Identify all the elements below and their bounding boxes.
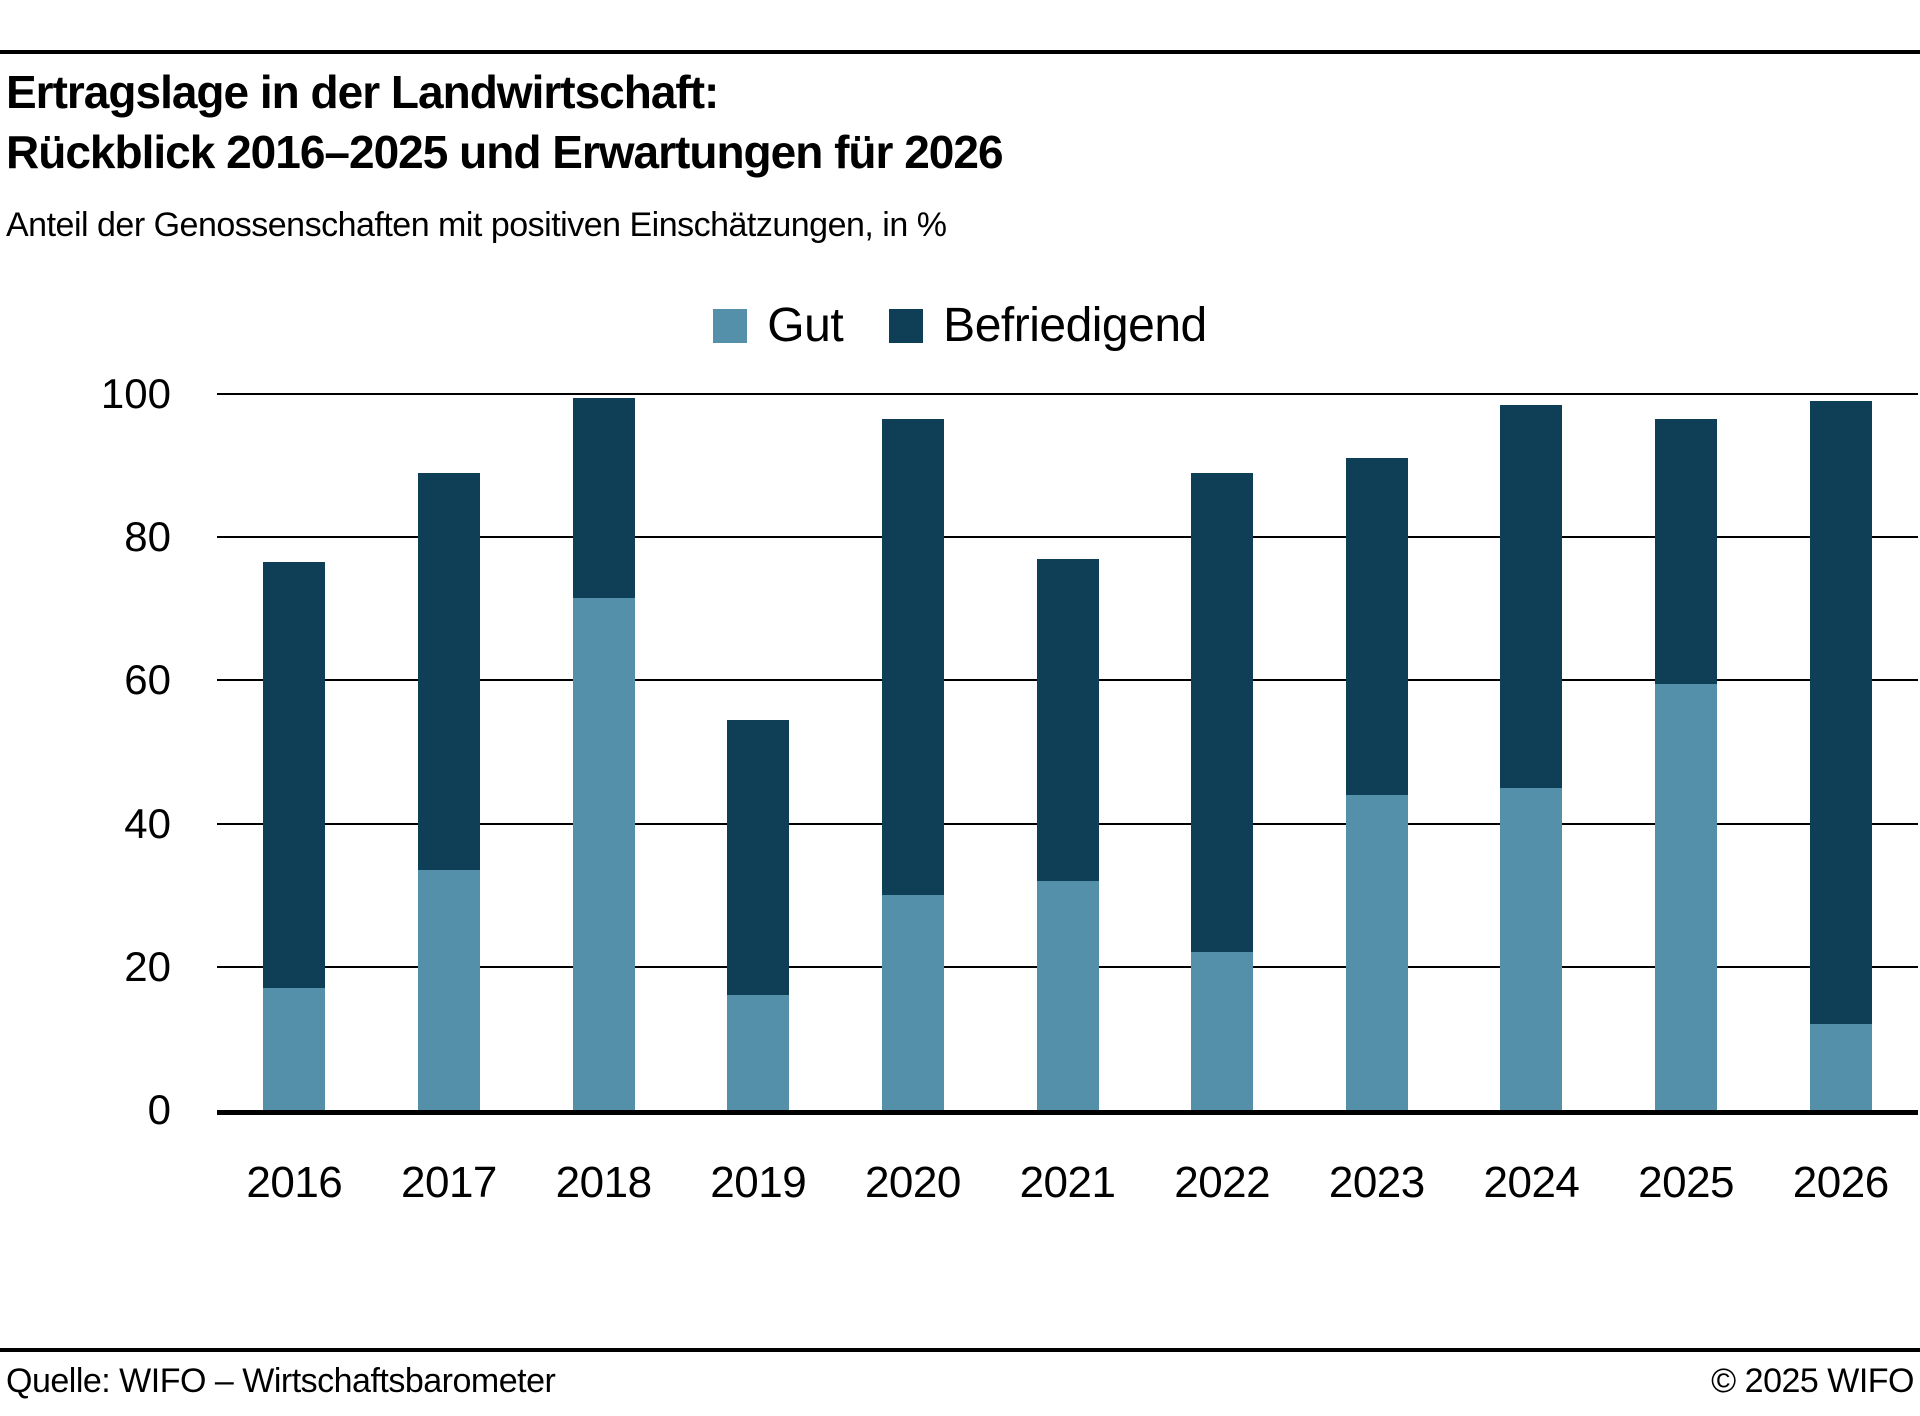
y-tick-label-80: 80 (124, 513, 171, 561)
bar-segment-gut-2024 (1500, 787, 1563, 1110)
x-tick-label-2020: 2020 (864, 1158, 961, 1207)
x-tick-label-2026: 2026 (1792, 1158, 1889, 1207)
stacked-bar-2022 (1191, 394, 1254, 1110)
bar-segment-gut-2021 (1036, 880, 1099, 1110)
legend-swatch-gut (713, 308, 748, 343)
bar-column-2025 (1609, 394, 1764, 1110)
bar-segment-befriedigend-2019 (727, 719, 790, 996)
footer-copyright: © 2025 WIFO (1711, 1362, 1914, 1400)
bar-segment-gut-2017 (417, 870, 480, 1110)
bar-column-2023 (1299, 394, 1454, 1110)
bar-column-2018 (526, 394, 681, 1110)
y-tick-label-60: 60 (124, 656, 171, 704)
bar-column-2020 (836, 394, 991, 1110)
bar-segment-gut-2026 (1809, 1024, 1872, 1110)
bar-segment-gut-2019 (727, 995, 790, 1110)
bar-segment-befriedigend-2020 (881, 419, 944, 896)
gridline-y-80 (217, 536, 1918, 539)
stacked-bar-2018 (572, 394, 635, 1110)
x-tick-label-2016: 2016 (246, 1158, 343, 1207)
legend-label-gut: Gut (767, 299, 844, 352)
stacked-bar-2023 (1345, 394, 1408, 1110)
footer-source: Quelle: WIFO – Wirtschaftsbarometer (6, 1362, 556, 1400)
bar-segment-gut-2022 (1191, 952, 1254, 1110)
x-tick-label-2024: 2024 (1483, 1158, 1580, 1207)
bar-segment-befriedigend-2021 (1036, 558, 1099, 881)
bar-column-2026 (1763, 394, 1918, 1110)
x-tick-label-2022: 2022 (1174, 1158, 1271, 1207)
bar-column-2022 (1145, 394, 1300, 1110)
page-subtitle: Anteil der Genossenschaften mit positive… (6, 206, 947, 244)
x-tick-label-2025: 2025 (1638, 1158, 1735, 1207)
stacked-bar-2021 (1036, 394, 1099, 1110)
bar-segment-befriedigend-2022 (1191, 472, 1254, 953)
legend-item-befriedigend: Befriedigend (889, 298, 1207, 353)
stacked-bar-2025 (1655, 394, 1718, 1110)
bar-segment-befriedigend-2024 (1500, 404, 1563, 788)
bar-segment-befriedigend-2023 (1345, 458, 1408, 795)
top-divider-rule (0, 50, 1920, 54)
y-tick-label-0: 0 (147, 1086, 171, 1133)
bar-column-2021 (990, 394, 1145, 1110)
y-tick-label-100: 100 (100, 370, 171, 417)
y-tick-label-20: 20 (124, 942, 171, 990)
stacked-bar-2017 (417, 394, 480, 1110)
footer-divider-rule (0, 1348, 1920, 1352)
x-tick-label-2023: 2023 (1328, 1158, 1425, 1207)
bar-column-2024 (1454, 394, 1609, 1110)
stacked-bar-2019 (727, 394, 790, 1110)
chart-legend: Gut Befriedigend (0, 298, 1920, 353)
stacked-bar-2026 (1809, 394, 1872, 1110)
x-tick-label-2021: 2021 (1019, 1158, 1116, 1207)
title-line-2: Rückblick 2016–2025 und Erwartungen für … (6, 126, 1004, 178)
bar-column-2019 (681, 394, 836, 1110)
bar-segment-befriedigend-2016 (263, 562, 326, 989)
bar-segment-befriedigend-2026 (1809, 401, 1872, 1025)
x-tick-label-2017: 2017 (401, 1158, 497, 1207)
bar-segment-gut-2025 (1655, 683, 1718, 1110)
legend-swatch-befriedigend (889, 308, 924, 343)
bars-layer (217, 394, 1918, 1110)
bar-segment-befriedigend-2025 (1655, 419, 1718, 684)
stacked-bar-2016 (263, 394, 326, 1110)
bar-column-2017 (372, 394, 527, 1110)
bar-segment-befriedigend-2017 (417, 472, 480, 871)
y-tick-label-40: 40 (124, 799, 171, 847)
title-line-1: Ertragslage in der Landwirtschaft: (6, 66, 719, 118)
x-tick-label-2019: 2019 (710, 1158, 807, 1207)
legend-label-befriedigend: Befriedigend (943, 299, 1207, 352)
bar-segment-gut-2023 (1345, 794, 1408, 1110)
legend-item-gut: Gut (713, 298, 844, 353)
stacked-bar-2020 (881, 394, 944, 1110)
stacked-bar-2024 (1500, 394, 1563, 1110)
bar-column-2016 (217, 394, 372, 1110)
bar-segment-befriedigend-2018 (572, 397, 635, 599)
x-axis-labels: 2016 2017 2018 2019 2020 2021 2022 2023 2024 2025… (217, 1158, 1918, 1208)
bar-segment-gut-2016 (263, 988, 326, 1110)
page-title: Ertragslage in der Landwirtschaft: Rückb… (6, 62, 1004, 182)
bar-segment-gut-2018 (572, 598, 635, 1110)
gridline-y-100 (217, 393, 1918, 395)
plot-area: 0 20 40 60 80 100 (101, 373, 1918, 1131)
x-tick-label-2018: 2018 (555, 1158, 652, 1207)
bar-segment-gut-2020 (881, 895, 944, 1110)
